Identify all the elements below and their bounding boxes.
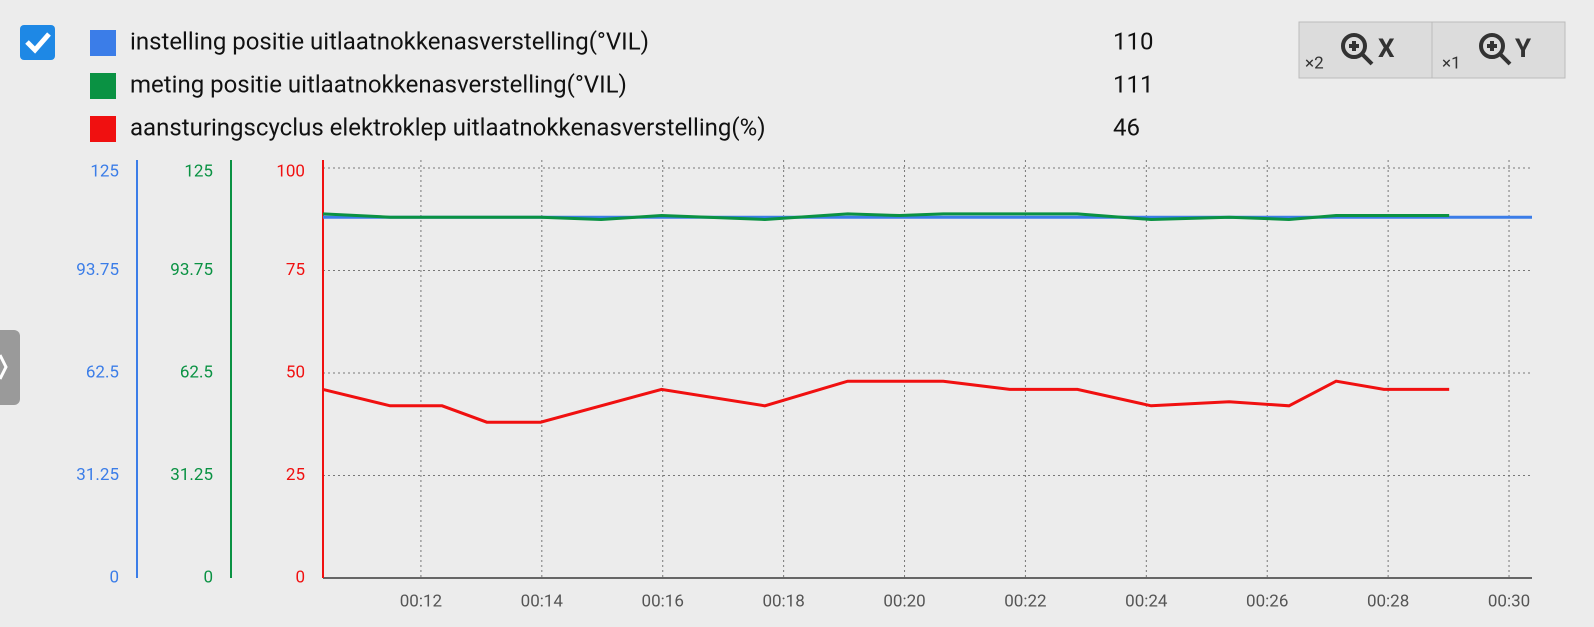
- legend-label: aansturingscyclus elektroklep uitlaatnok…: [130, 113, 766, 141]
- y-tick-label: 0: [109, 567, 119, 587]
- magnifier: [1479, 33, 1505, 59]
- legend-value: 46: [1113, 113, 1140, 141]
- magnifier: [1341, 33, 1367, 59]
- x-tick-label: 00:28: [1367, 591, 1409, 611]
- x-tick-label: 00:12: [400, 591, 442, 611]
- y-tick-label: 100: [276, 161, 305, 181]
- checkbox-check: [25, 32, 51, 54]
- x-tick-label: 00:30: [1488, 591, 1530, 611]
- y-tick-label: 31.25: [76, 465, 119, 485]
- zoom-y-button[interactable]: ×1 Y: [1431, 21, 1566, 79]
- y-tick-label: 50: [286, 362, 305, 382]
- y-tick-label: 62.5: [180, 362, 213, 382]
- zoom-x-button[interactable]: ×2 X: [1298, 21, 1433, 79]
- legend-swatch: [90, 30, 116, 56]
- y-tick-label: 125: [184, 161, 213, 181]
- side-tab-arrow: [0, 354, 8, 380]
- zoom-axis: Y: [1515, 34, 1532, 64]
- legend-swatch: [90, 116, 116, 142]
- y-tick-label: 93.75: [170, 260, 213, 280]
- y-tick-label: 0: [203, 567, 213, 587]
- x-tick-label: 00:20: [883, 591, 925, 611]
- checkbox[interactable]: [20, 25, 55, 60]
- zoom-axis: X: [1378, 34, 1395, 64]
- y-tick-label: 125: [90, 161, 119, 181]
- magnifier-plus: [1487, 41, 1512, 66]
- y-tick-label: 0: [295, 567, 305, 587]
- legend-label: instelling positie uitlaatnokkenasverste…: [130, 27, 649, 55]
- x-tick-label: 00:22: [1004, 591, 1046, 611]
- magnifier-plus: [1349, 41, 1374, 66]
- legend-label: meting positie uitlaatnokkenasverstellin…: [130, 70, 627, 98]
- x-tick-label: 00:14: [521, 591, 564, 611]
- y-tick-label: 62.5: [86, 362, 119, 382]
- x-tick-label: 00:26: [1246, 591, 1288, 611]
- button-bg: [1431, 21, 1566, 79]
- legend-value: 110: [1113, 27, 1153, 55]
- x-tick-label: 00:16: [642, 591, 684, 611]
- legend-value: 111: [1113, 70, 1153, 98]
- y-tick-label: 75: [286, 260, 305, 280]
- zoom-factor: ×2: [1305, 53, 1324, 73]
- series-line: [322, 212, 1450, 221]
- series-line: [322, 379, 1450, 424]
- x-tick-label: 00:18: [762, 591, 804, 611]
- zoom-factor: ×1: [1442, 53, 1461, 73]
- y-tick-label: 31.25: [170, 465, 213, 485]
- y-tick-label: 93.75: [76, 260, 119, 280]
- side-tab[interactable]: [0, 330, 20, 405]
- legend-swatch: [90, 73, 116, 99]
- x-tick-label: 00:24: [1125, 591, 1168, 611]
- y-tick-label: 25: [286, 465, 305, 485]
